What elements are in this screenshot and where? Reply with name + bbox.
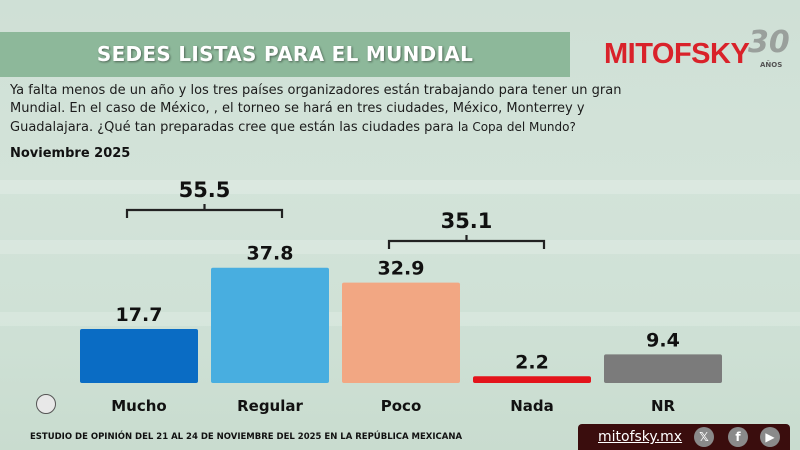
group-bracket	[125, 204, 284, 218]
background-stripe	[0, 240, 800, 254]
group-total-label: 35.1	[441, 209, 493, 233]
youtube-icon[interactable]: ▶	[760, 427, 780, 447]
bar-nada	[473, 376, 591, 383]
category-label: Poco	[381, 397, 422, 415]
value-label: 32.9	[378, 258, 425, 280]
bar-poco	[342, 282, 460, 383]
value-label: 37.8	[247, 243, 294, 265]
soccer-ball-icon	[36, 394, 56, 414]
footer-social-bar	[578, 424, 790, 450]
anniversary-label: AÑOS	[760, 61, 783, 69]
survey-question: Ya falta menos de un año y los tres país…	[10, 82, 630, 137]
bar-regular	[211, 267, 329, 383]
anniversary-number: 30	[748, 25, 790, 60]
category-label: Mucho	[111, 397, 166, 415]
value-label: 9.4	[646, 329, 680, 351]
category-label: Regular	[237, 397, 303, 415]
group-total-label: 55.5	[179, 178, 231, 202]
brand-name: MITOFSKY	[604, 38, 750, 70]
value-label: 17.7	[116, 304, 163, 326]
category-label: Nada	[510, 397, 554, 415]
study-note: ESTUDIO DE OPINIÓN DEL 21 AL 24 DE NOVIE…	[30, 432, 463, 442]
question-text: Ya falta menos de un año y los tres país…	[10, 83, 622, 135]
survey-period: Noviembre 2025	[10, 146, 131, 161]
page-title: SEDES LISTAS PARA EL MUNDIAL	[96, 42, 474, 66]
category-label: NR	[651, 397, 676, 415]
facebook-icon[interactable]: f	[728, 427, 748, 447]
question-emphasis: la Copa del Mundo?	[457, 120, 576, 134]
website-link[interactable]: mitofsky.mx	[598, 429, 683, 445]
group-bracket	[387, 235, 546, 249]
value-label: 2.2	[515, 351, 549, 373]
title-band	[0, 32, 570, 77]
background-stripe	[0, 180, 800, 194]
bar-nr	[604, 354, 722, 383]
bar-mucho	[80, 329, 198, 383]
x-icon[interactable]: 𝕏	[694, 427, 714, 447]
